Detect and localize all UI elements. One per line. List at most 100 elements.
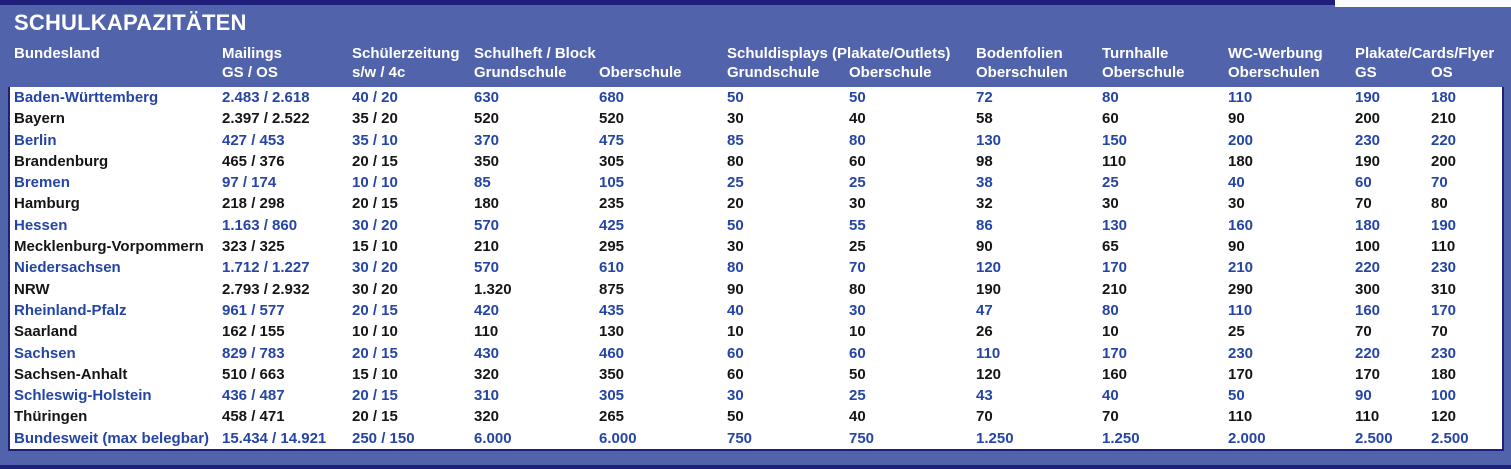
value-cell: 50 [849, 89, 866, 106]
value-cell: 265 [599, 408, 625, 426]
value-cell: 70 [1355, 323, 1372, 341]
value-cell: 420 [474, 301, 500, 319]
value-cell: 110 [976, 344, 1001, 362]
value-cell: 72 [976, 89, 993, 106]
value-cell: 90 [976, 238, 993, 256]
value-cell: 65 [1102, 238, 1119, 256]
value-cell: 25 [1102, 174, 1119, 192]
value-cell: 170 [1431, 301, 1457, 319]
value-cell: 85 [474, 174, 491, 192]
value-cell: 30 [1228, 195, 1245, 213]
value-cell: 70 [1431, 323, 1448, 341]
value-cell: 436 / 487 [222, 387, 285, 405]
value-cell: 20 / 15 [352, 195, 398, 213]
value-cell: 150 [1102, 131, 1128, 149]
value-cell: 100 [1355, 238, 1381, 256]
table-row: Brandenburg 465 / 376 20 / 15 350 305 80 60 98 1… [10, 151, 1502, 172]
value-cell: 55 [849, 216, 866, 234]
value-cell: 25 [849, 174, 866, 192]
value-cell: 60 [849, 344, 866, 362]
value-cell: 305 [599, 387, 625, 405]
value-cell: 15 / 10 [352, 238, 398, 256]
value-cell: 15.434 / 14.921 [222, 429, 327, 447]
value-cell: 10 / 10 [352, 174, 398, 192]
value-cell: 80 [849, 131, 866, 149]
value-cell: 2.000 [1228, 429, 1266, 447]
value-cell: 120 [1431, 408, 1457, 426]
value-cell: 1.250 [976, 429, 1014, 447]
value-cell: 610 [599, 259, 625, 277]
value-cell: 510 / 663 [222, 365, 285, 383]
value-cell: 750 [727, 429, 753, 447]
col-header-bodenfolien: Bodenfolien [976, 45, 1063, 62]
col-header-schulheft-block: Schulheft / Block [474, 45, 596, 62]
value-cell: 1.250 [1102, 429, 1140, 447]
value-cell: 829 / 783 [222, 344, 285, 362]
value-cell: 20 [727, 195, 744, 213]
table-row: Bayern 2.397 / 2.522 35 / 20 520 520 30 40 58 60… [10, 108, 1502, 129]
value-cell: 110 [1228, 408, 1253, 426]
value-cell: 230 [1355, 131, 1381, 149]
header-group-row: Bundesland Mailings Schülerzeitung Schul… [10, 44, 1502, 63]
value-cell: 110 [1228, 301, 1253, 319]
value-cell: 295 [599, 238, 625, 256]
value-cell: 310 [474, 387, 500, 405]
col-header-mailings: Mailings [222, 45, 283, 62]
table-row: Berlin 427 / 453 35 / 10 370 475 85 80 130 150 20… [10, 130, 1502, 151]
value-cell: 162 / 155 [222, 323, 285, 341]
value-cell: 218 / 298 [222, 195, 285, 213]
bundesland-cell: Bundesweit (max belegbar) [14, 429, 210, 447]
value-cell: 570 [474, 216, 500, 234]
value-cell: 6.000 [599, 429, 637, 447]
value-cell: 230 [1228, 344, 1254, 362]
table-row: Bundesweit (max belegbar) 15.434 / 14.921… [10, 428, 1502, 449]
value-cell: 6.000 [474, 429, 512, 447]
value-cell: 85 [727, 131, 744, 149]
value-cell: 160 [1102, 365, 1128, 383]
value-cell: 35 / 10 [352, 131, 398, 149]
value-cell: 70 [1431, 174, 1448, 192]
value-cell: 310 [1431, 280, 1457, 298]
value-cell: 230 [1431, 344, 1457, 362]
subheader-displays-grundschule: Grundschule [727, 64, 820, 81]
value-cell: 961 / 577 [222, 301, 285, 319]
page-title: SCHULKAPAZITÄTEN [14, 10, 247, 35]
value-cell: 60 [727, 365, 744, 383]
value-cell: 90 [1355, 387, 1372, 405]
value-cell: 30 / 20 [352, 280, 398, 298]
value-cell: 130 [976, 131, 1002, 149]
table-row: Mecklenburg-Vorpommern 323 / 325 15 / 10 21… [10, 236, 1502, 257]
value-cell: 50 [727, 216, 744, 234]
value-cell: 60 [849, 152, 866, 170]
value-cell: 323 / 325 [222, 238, 285, 256]
top-right-white-notch [1335, 0, 1511, 7]
col-header-schuelerzeitung: Schülerzeitung [352, 45, 460, 62]
subheader-sw-4c: s/w / 4c [352, 64, 406, 81]
bundesland-cell: Bremen [14, 174, 70, 192]
value-cell: 43 [976, 387, 993, 405]
value-cell: 120 [976, 365, 1002, 383]
value-cell: 210 [474, 238, 500, 256]
bundesland-cell: Rheinland-Pfalz [14, 301, 127, 319]
value-cell: 32 [976, 195, 993, 213]
value-cell: 2.500 [1355, 429, 1393, 447]
subheader-bodenfolien-oberschulen: Oberschulen [976, 64, 1068, 81]
subheader-empty [10, 63, 218, 82]
col-header-schuldisplays: Schuldisplays (Plakate/Outlets) [727, 45, 951, 62]
value-cell: 220 [1355, 259, 1381, 277]
bundesland-cell: Sachsen [14, 344, 76, 362]
value-cell: 40 [727, 301, 744, 319]
subheader-wc-oberschulen: Oberschulen [1228, 64, 1320, 81]
value-cell: 190 [1355, 152, 1381, 170]
value-cell: 130 [599, 323, 625, 341]
value-cell: 110 [1228, 89, 1253, 106]
value-cell: 40 [849, 110, 866, 128]
value-cell: 460 [599, 344, 625, 362]
value-cell: 520 [599, 110, 625, 128]
value-cell: 10 [849, 323, 866, 341]
value-cell: 90 [727, 280, 744, 298]
value-cell: 180 [1431, 365, 1457, 383]
table-row: Sachsen-Anhalt 510 / 663 15 / 10 320 350 60 50… [10, 364, 1502, 385]
value-cell: 180 [1355, 216, 1381, 234]
bundesland-cell: Brandenburg [14, 152, 109, 170]
